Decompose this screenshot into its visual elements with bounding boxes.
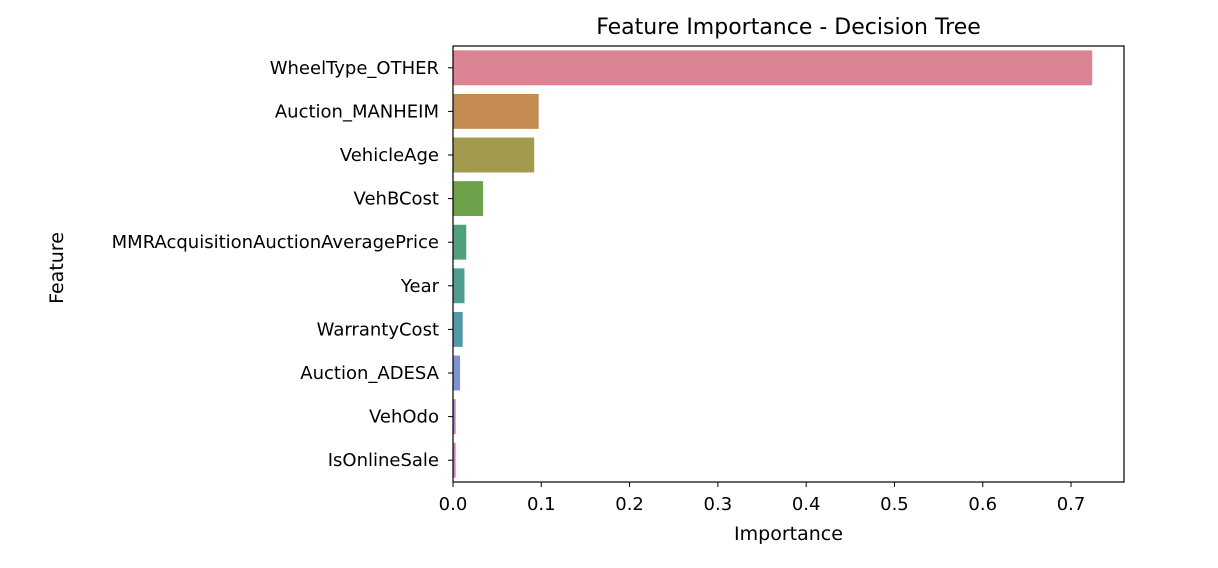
y-tick-label: Auction_MANHEIM bbox=[275, 101, 439, 122]
y-tick-label: WheelType_OTHER bbox=[270, 58, 439, 79]
y-tick-label: MMRAcquisitionAuctionAveragePrice bbox=[112, 232, 439, 253]
x-tick-label: 0.5 bbox=[880, 494, 909, 515]
x-tick-label: 0.3 bbox=[704, 494, 733, 515]
plot-frame bbox=[452, 45, 1125, 483]
bar-WheelType_OTHER bbox=[453, 50, 1093, 86]
bar-IsOnlineSale bbox=[453, 442, 456, 478]
y-tick-label: VehBCost bbox=[354, 189, 439, 210]
bar-MMRAcquisitionAuctionAveragePrice bbox=[453, 224, 467, 260]
x-tick-label: 0.6 bbox=[968, 494, 997, 515]
bar-Year bbox=[453, 268, 465, 304]
bar-VehOdo bbox=[453, 399, 456, 435]
y-ticks: WheelType_OTHER Auction_MANHEIM VehicleAge… bbox=[112, 58, 453, 471]
bars-group bbox=[453, 50, 1093, 478]
bar-Auction_MANHEIM bbox=[453, 93, 539, 129]
bar-VehBCost bbox=[453, 181, 484, 217]
y-tick-label: IsOnlineSale bbox=[328, 450, 439, 471]
y-tick-label: Auction_ADESA bbox=[300, 363, 439, 384]
y-tick-label: VehicleAge bbox=[340, 145, 439, 166]
y-tick-label: WarrantyCost bbox=[317, 319, 439, 340]
x-tick-label: 0.0 bbox=[439, 494, 468, 515]
y-tick-label: Year bbox=[400, 276, 440, 297]
x-tick-label: 0.4 bbox=[792, 494, 821, 515]
x-tick-label: 0.2 bbox=[615, 494, 644, 515]
bar-VehicleAge bbox=[453, 137, 535, 173]
x-tick-label: 0.7 bbox=[1057, 494, 1086, 515]
x-tick-label: 0.1 bbox=[527, 494, 556, 515]
bar-Auction_ADESA bbox=[453, 355, 461, 391]
x-ticks: 0.0 0.1 0.2 0.3 0.4 0.5 0.6 0.7 bbox=[439, 482, 1086, 515]
bar-WarrantyCost bbox=[453, 311, 463, 347]
y-axis-title: Feature bbox=[46, 232, 68, 304]
chart-title: Feature Importance - Decision Tree bbox=[596, 15, 981, 40]
y-tick-label: VehOdo bbox=[369, 407, 439, 428]
x-axis-title: Importance bbox=[734, 523, 843, 545]
